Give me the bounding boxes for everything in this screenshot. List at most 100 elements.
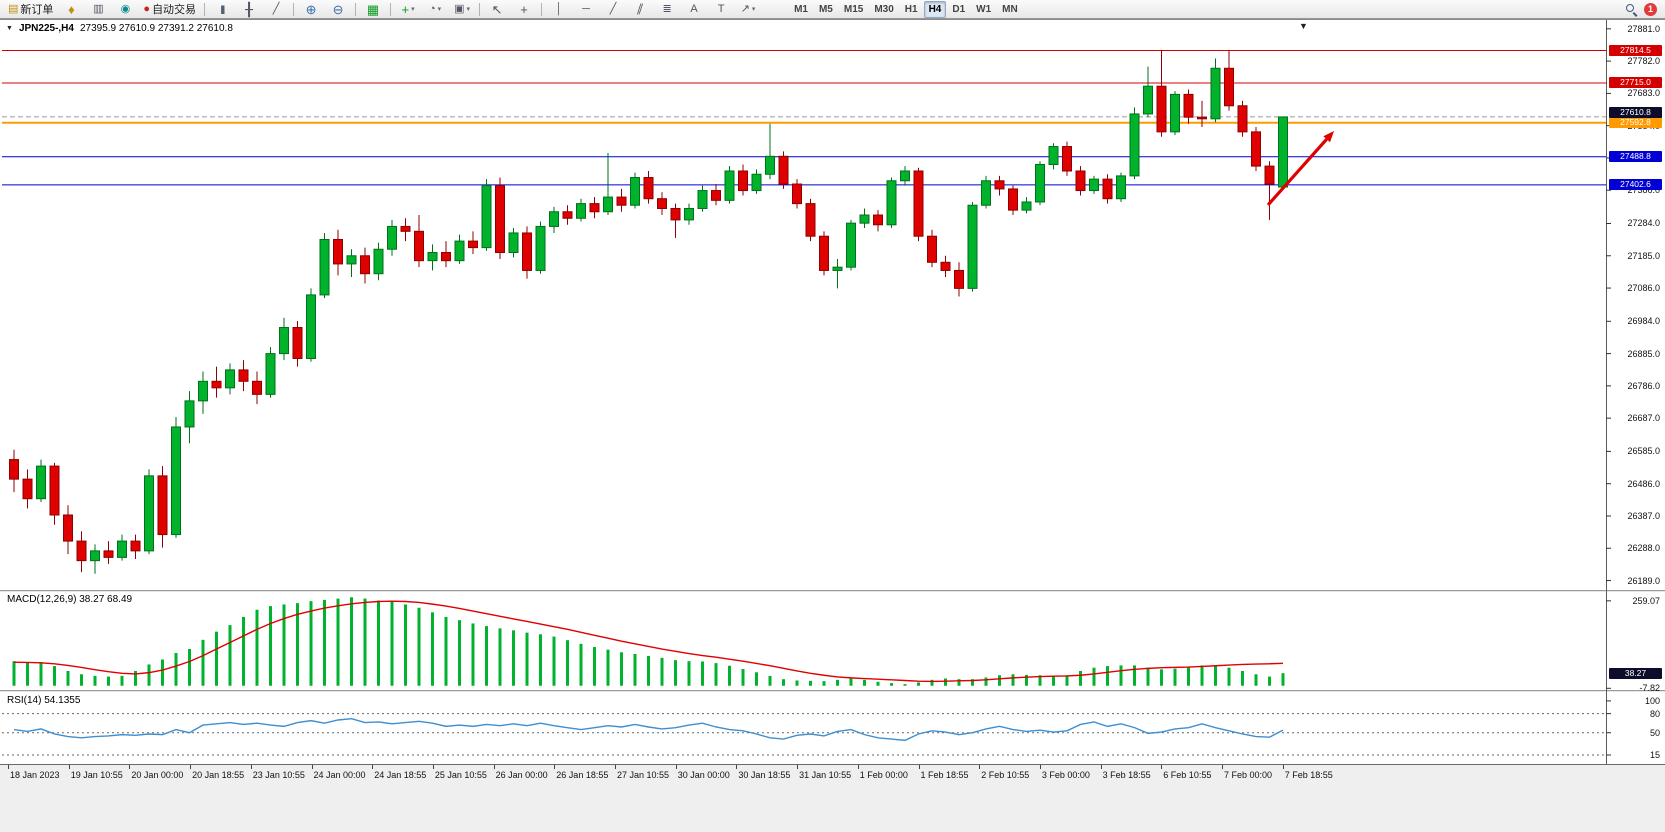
toolbar: ▤ 新订单 ♦ ▥ ◉ ● 自动交易 ||| ╂ ╱ ⊕ ⊖ ▦ + ▾ ◔ ▾ ▣… bbox=[0, 0, 1665, 19]
new-order-button[interactable]: ▤ 新订单 bbox=[4, 0, 57, 18]
timeframe-d1-button[interactable]: D1 bbox=[952, 3, 966, 15]
trendline-icon: ╱ bbox=[609, 2, 617, 15]
text-tool-button[interactable]: A bbox=[681, 0, 707, 18]
time-tick-label: 7 Feb 18:55 bbox=[1284, 770, 1333, 780]
timeframe-m1-button[interactable]: M1 bbox=[794, 3, 808, 15]
timeframe-h4-button[interactable]: H4 bbox=[923, 0, 947, 18]
candlestick-series[interactable] bbox=[9, 50, 1288, 574]
macd-tick-label: 259.07 bbox=[1632, 595, 1660, 606]
time-tick bbox=[918, 765, 920, 769]
time-tick bbox=[1100, 765, 1102, 769]
label-tool-icon: T bbox=[717, 2, 725, 15]
price-tick-label: 27185.0 bbox=[1627, 250, 1660, 261]
trend-arrow-annotation[interactable] bbox=[1266, 131, 1334, 207]
time-tick bbox=[190, 765, 192, 769]
crosshair-button[interactable]: + bbox=[511, 0, 537, 18]
chevron-down-icon: ▾ bbox=[411, 6, 415, 13]
timeframe-mn-button[interactable]: MN bbox=[1002, 3, 1018, 15]
time-axis[interactable]: 18 Jan 2023 19 Jan 10:55 20 Jan 00:00 20 Ja… bbox=[0, 764, 1665, 832]
time-tick-label: 26 Jan 00:00 bbox=[495, 770, 548, 780]
text-tool-icon: A bbox=[690, 2, 698, 15]
zoom-out-button[interactable]: ⊖ bbox=[325, 0, 351, 18]
time-tick-label: 1 Feb 18:55 bbox=[920, 770, 969, 780]
current-price-badge: 27610.8 bbox=[1609, 106, 1662, 118]
autotrade-label: 自动交易 bbox=[152, 4, 197, 16]
timeframe-m5-button[interactable]: M5 bbox=[818, 3, 833, 15]
price-tick-label: 26189.0 bbox=[1627, 575, 1660, 586]
label-tool-button[interactable]: T bbox=[708, 0, 734, 18]
price-axis[interactable]: 27881.027782.027683.027584.027485.027386… bbox=[1607, 19, 1665, 764]
chart-shift-marker[interactable]: ▼ bbox=[1299, 21, 1308, 31]
zoom-in-button[interactable]: ⊕ bbox=[298, 0, 324, 18]
bar-chart-type-button[interactable]: ||| bbox=[209, 0, 235, 18]
time-tick-label: 23 Jan 10:55 bbox=[252, 770, 305, 780]
new-order-label: 新订单 bbox=[20, 4, 54, 16]
time-tick-label: 18 Jan 2023 bbox=[10, 770, 60, 780]
separ ator bbox=[355, 2, 357, 16]
chevron-down-icon: ▾ bbox=[466, 6, 471, 13]
time-tick bbox=[372, 765, 374, 769]
market-button[interactable]: ◉ bbox=[112, 0, 138, 18]
search-icon[interactable] bbox=[1625, 3, 1637, 15]
horizontal-lines[interactable] bbox=[2, 50, 1606, 186]
bell-icon: ♦ bbox=[68, 1, 75, 17]
time-tick-label: 30 Jan 18:55 bbox=[738, 770, 791, 780]
trendline-tool-button[interactable]: ╱ bbox=[600, 0, 626, 18]
price-tick-label: 26486.0 bbox=[1627, 478, 1660, 489]
time-tick bbox=[129, 765, 131, 769]
time-tick bbox=[736, 765, 738, 769]
time-tick bbox=[493, 765, 495, 769]
notification-badge[interactable]: 1 bbox=[1644, 2, 1657, 16]
time-tick bbox=[554, 765, 556, 769]
price-tick-label: 27683.0 bbox=[1627, 88, 1660, 99]
autotrade-button[interactable]: ● 自动交易 bbox=[139, 0, 200, 18]
time-tick bbox=[8, 765, 9, 769]
time-tick-label: 1 Feb 00:00 bbox=[859, 770, 908, 780]
rsi-tick-label: 15 bbox=[1649, 750, 1660, 760]
time-tick bbox=[675, 765, 677, 769]
chart-canvas[interactable] bbox=[0, 19, 1665, 832]
zoom-out-icon: ⊖ bbox=[332, 1, 344, 17]
time-tick-label: 19 Jan 10:55 bbox=[70, 770, 123, 780]
clock-icon: ◔ bbox=[428, 2, 436, 15]
rsi-tick-label: 80 bbox=[1649, 708, 1660, 719]
price-line-badge: 27814.5 bbox=[1609, 45, 1662, 56]
time-tick bbox=[1222, 765, 1223, 769]
alerts-button[interactable]: ♦ bbox=[58, 0, 84, 18]
chart-title: ▼ JPN225-,H4 27395.9 27610.9 27391.2 276… bbox=[6, 23, 233, 34]
horizontal-line-tool-button[interactable]: ─ bbox=[573, 0, 599, 18]
price-tick-label: 26585.0 bbox=[1627, 446, 1660, 457]
crosshair-icon: + bbox=[520, 1, 528, 17]
fibonacci-icon: ≣ bbox=[662, 2, 672, 15]
arrow-tool-icon: ↗ bbox=[740, 2, 750, 15]
arrows-tool-button[interactable]: ↗ ▾ bbox=[735, 0, 761, 18]
timeframe-w1-button[interactable]: W1 bbox=[976, 3, 992, 15]
price-tick-label: 26984.0 bbox=[1627, 316, 1660, 327]
time-tick-label: 30 Jan 00:00 bbox=[677, 770, 730, 780]
indicators-button[interactable]: + ▾ bbox=[395, 0, 421, 18]
candlestick-type-button[interactable]: ╂ bbox=[236, 0, 262, 18]
time-tick bbox=[1161, 765, 1163, 769]
time-tick bbox=[979, 765, 981, 769]
cursor-button[interactable]: ↖ bbox=[484, 0, 510, 18]
line-chart-type-button[interactable]: ╱ bbox=[263, 0, 289, 18]
chart-window[interactable]: ▼ JPN225-,H4 27395.9 27610.9 27391.2 276… bbox=[0, 19, 1665, 832]
timeframe-m30-button[interactable]: M30 bbox=[874, 3, 894, 15]
globe-icon: ◉ bbox=[120, 2, 131, 15]
macd-value-badge: 38.27 bbox=[1609, 667, 1662, 679]
collapse-icon[interactable]: ▼ bbox=[6, 25, 13, 32]
macd-histogram bbox=[12, 597, 1285, 686]
period-button[interactable]: ◔ ▾ bbox=[422, 0, 448, 18]
channel-tool-button[interactable]: ∥ bbox=[627, 0, 653, 18]
template-button[interactable]: ▣ ▾ bbox=[449, 0, 475, 18]
mailbox-button[interactable]: ▥ bbox=[85, 0, 111, 18]
price-tick-label: 26687.0 bbox=[1627, 413, 1660, 424]
timeframe-h1-button[interactable]: H1 bbox=[904, 3, 918, 15]
time-tick-label: 3 Feb 00:00 bbox=[1041, 770, 1090, 780]
fibonacci-tool-button[interactable]: ≣ bbox=[654, 0, 680, 18]
separator bbox=[390, 2, 392, 16]
timeframe-m15-button[interactable]: M15 bbox=[843, 3, 864, 15]
vertical-line-tool-button[interactable]: │ bbox=[546, 0, 572, 18]
tile-windows-button[interactable]: ▦ bbox=[360, 0, 386, 18]
